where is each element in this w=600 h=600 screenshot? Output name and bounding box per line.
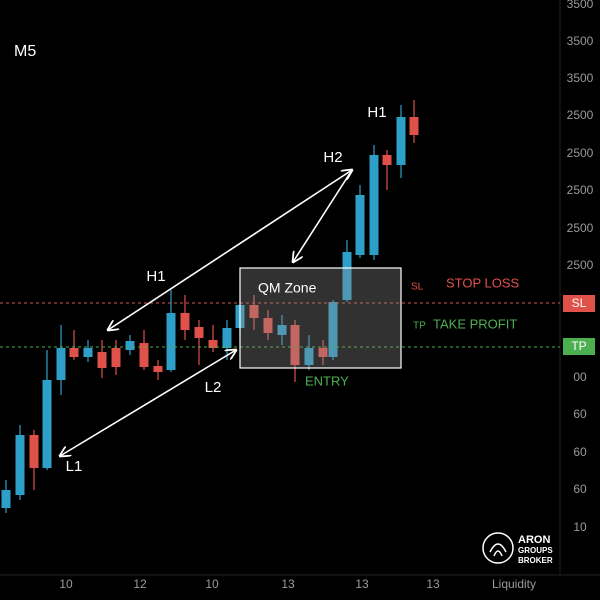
sl-tag: SL — [411, 282, 424, 293]
label-l2: L2 — [205, 379, 222, 396]
candle-body — [290, 325, 300, 365]
tp-tag: TP — [413, 321, 426, 332]
tp-badge — [563, 338, 595, 355]
logo: ARON GROUPS BROKER — [482, 532, 553, 565]
price-label: 2500 — [567, 146, 594, 160]
liquidity-label: Liquidity — [492, 577, 536, 591]
price-label: 3500 — [567, 34, 594, 48]
logo-text: GROUPS — [518, 546, 553, 555]
price-label: 3500 — [567, 0, 594, 11]
candle-body — [166, 313, 176, 370]
stop-loss-label: STOP LOSS — [446, 275, 520, 290]
logo-mark — [489, 543, 507, 557]
candle-body — [194, 327, 204, 338]
take-profit-label: TAKE PROFIT — [433, 316, 517, 331]
logo-ring — [482, 532, 514, 564]
time-label: 10 — [205, 577, 219, 591]
arrow-l1-l2 — [60, 350, 236, 456]
label-h1: H1 — [146, 268, 165, 285]
candle-body — [42, 380, 52, 468]
price-label: 60 — [573, 407, 587, 421]
sl-badge-text: SL — [572, 296, 587, 310]
price-label: 2500 — [567, 221, 594, 235]
candle-body — [318, 348, 328, 357]
label-l1: L1 — [66, 458, 83, 475]
tp-badge-text: TP — [571, 339, 586, 353]
arrow-h2-zone — [293, 169, 353, 262]
candle-body — [222, 328, 232, 348]
price-label: 2500 — [567, 108, 594, 122]
price-label: 00 — [573, 370, 587, 384]
candle-body — [97, 352, 107, 368]
candle-body — [56, 348, 66, 380]
candle-body — [180, 313, 190, 330]
candle-body — [304, 348, 314, 365]
price-label: 60 — [573, 482, 587, 496]
price-label: 2500 — [567, 258, 594, 272]
price-label: 10 — [573, 520, 587, 534]
candle-body — [396, 117, 406, 165]
candle-body — [369, 155, 379, 255]
candle-body — [153, 366, 163, 372]
candle-body — [355, 195, 365, 255]
candle-body — [15, 435, 25, 495]
entry-label: ENTRY — [305, 373, 349, 388]
time-label: 12 — [133, 577, 147, 591]
logo-text: BROKER — [518, 556, 553, 565]
candle-body — [382, 155, 392, 165]
price-label: 60 — [573, 445, 587, 459]
price-label: 2500 — [567, 183, 594, 197]
time-label: 10 — [59, 577, 73, 591]
candle-body — [1, 490, 11, 508]
time-label: 13 — [281, 577, 295, 591]
time-label: 13 — [355, 577, 369, 591]
candle-body — [111, 348, 121, 367]
label-h1: H1 — [367, 104, 386, 121]
candle-body — [125, 341, 135, 350]
time-label: 13 — [426, 577, 440, 591]
label-h2: H2 — [323, 149, 342, 166]
candle-body — [29, 435, 39, 468]
arrow-h1-h2 — [108, 170, 352, 330]
candle-body — [83, 348, 93, 357]
candle-body — [208, 340, 218, 348]
sl-badge — [563, 295, 595, 312]
price-label: 3500 — [567, 71, 594, 85]
candle-body — [409, 117, 419, 135]
logo-text: ARON — [518, 534, 550, 546]
timeframe: M5 — [14, 43, 36, 60]
candle-body — [69, 348, 79, 357]
qm-zone-label: QM Zone — [258, 280, 317, 296]
